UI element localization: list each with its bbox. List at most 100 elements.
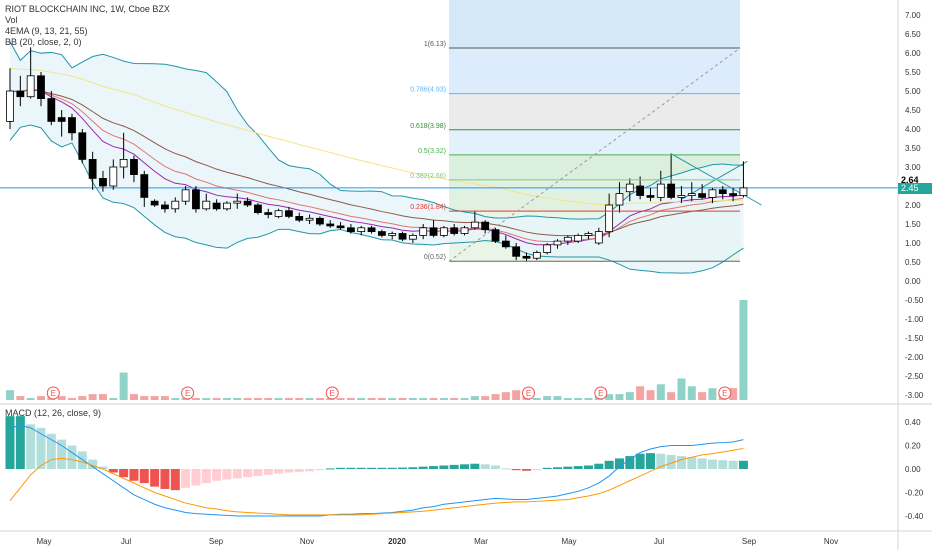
candle-body	[543, 244, 552, 253]
fib-zone	[449, 93, 740, 130]
macd-histogram-bar	[594, 463, 604, 469]
time-tick-label: Nov	[824, 537, 838, 546]
last-price-label: 2.45	[898, 182, 932, 194]
volume-bar	[419, 398, 428, 400]
legend-ema: 4EMA (9, 13, 21, 55)	[5, 26, 88, 36]
volume-bar	[574, 398, 583, 400]
candle-body	[223, 202, 231, 210]
macd-histogram-bar	[284, 469, 294, 473]
macd-histogram-bar	[222, 469, 232, 480]
volume-bar	[563, 398, 572, 400]
fib-level-label: 0.618(3.98)	[410, 123, 446, 130]
macd-histogram-bar	[191, 469, 201, 486]
macd-histogram-bar	[645, 453, 655, 469]
macd-tick-label: -0.20	[905, 489, 924, 498]
macd-histogram-bar	[491, 465, 501, 469]
candle-body	[398, 233, 407, 240]
earnings-marker-label: E	[185, 389, 190, 398]
price-tick-label: -0.50	[905, 296, 924, 305]
candle-body	[326, 223, 335, 227]
macd-histogram-bar	[460, 464, 470, 469]
macd-histogram-bar	[160, 469, 170, 489]
macd-tick-label: 0.00	[905, 465, 921, 474]
volume-bar	[336, 398, 345, 400]
macd-histogram-bar	[212, 469, 222, 481]
macd-histogram-bar	[501, 468, 511, 470]
candle-body	[192, 189, 200, 210]
candle-body	[470, 221, 479, 229]
macd-histogram-bar	[15, 416, 25, 469]
macd-histogram-bar	[150, 469, 160, 487]
macd-legend: MACD (12, 26, close, 9)	[5, 408, 101, 419]
candle-body	[88, 158, 97, 179]
macd-histogram-bar	[129, 469, 139, 481]
candle-body	[698, 193, 707, 198]
price-tick-label: 3.00	[905, 163, 921, 172]
price-tick-label: 5.00	[905, 87, 921, 96]
candle-body	[687, 193, 696, 196]
candle-body	[212, 202, 221, 210]
candle-body	[429, 227, 438, 236]
time-tick-label: Jul	[121, 537, 131, 546]
volume-bar	[377, 398, 386, 400]
earnings-marker-label: E	[598, 389, 603, 398]
candle-body	[532, 252, 541, 259]
candle-body	[315, 217, 324, 225]
macd-histogram-bar	[201, 469, 211, 484]
price-tick-label: 3.50	[905, 144, 921, 153]
volume-bar	[129, 394, 138, 400]
earnings-marker	[181, 386, 195, 400]
volume-bar	[470, 396, 479, 400]
bollinger-fill	[10, 41, 744, 274]
volume-bar	[295, 398, 304, 400]
volume-bar	[26, 398, 35, 400]
macd-histogram-bar	[604, 460, 614, 469]
macd-histogram-bar	[243, 469, 253, 478]
macd-histogram-bar	[583, 465, 593, 469]
earnings-marker-label: E	[526, 389, 531, 398]
candle-body	[130, 158, 138, 175]
legend-title: RIOT BLOCKCHAIN INC, 1W, Cboe BZX	[5, 4, 170, 14]
candle-body	[171, 200, 180, 210]
fib-level-label: 0(0.52)	[424, 254, 446, 261]
candle-body	[295, 215, 304, 221]
macd-histogram-bar	[563, 466, 573, 469]
volume-bars	[6, 300, 748, 400]
volume-bar	[160, 396, 169, 400]
macd-histogram-bar	[253, 469, 263, 477]
candle-body	[522, 255, 531, 259]
macd-histogram-bar	[718, 460, 728, 469]
candle-body	[47, 98, 56, 122]
macd-histogram-bar	[88, 459, 98, 469]
candle-body	[140, 174, 149, 198]
candle-body	[99, 177, 107, 187]
candle-body	[357, 227, 366, 233]
macd-histogram-bar	[573, 466, 583, 469]
legend-bollinger: BB (20, close, 2, 0)	[5, 37, 82, 47]
price-tick-label: 7.00	[905, 11, 921, 20]
macd-histogram-bar	[697, 458, 707, 469]
macd-histogram-bar	[387, 467, 397, 469]
time-tick-label: 2020	[388, 537, 406, 546]
current-price-label: 2.64	[898, 174, 932, 186]
volume-bar	[222, 398, 231, 400]
macd-histogram-bar	[449, 464, 459, 469]
candle-body	[584, 233, 593, 236]
candle-body	[26, 75, 35, 98]
macd-histogram-bar	[346, 467, 356, 469]
bollinger-lower	[9, 124, 744, 274]
fib-level-label: 0.786(4.93)	[410, 87, 446, 94]
candle-body	[419, 227, 428, 236]
price-tick-label: -1.00	[905, 315, 924, 324]
macd-histogram-bar	[635, 453, 645, 469]
volume-bar	[636, 386, 645, 400]
volume-bar	[605, 394, 614, 400]
volume-bar	[698, 392, 707, 400]
volume-bar	[512, 390, 521, 400]
earnings-marker-label: E	[722, 389, 727, 398]
macd-histogram-bar	[614, 458, 624, 469]
macd-tick-label: 0.20	[905, 442, 921, 451]
fib-zone	[449, 48, 740, 94]
